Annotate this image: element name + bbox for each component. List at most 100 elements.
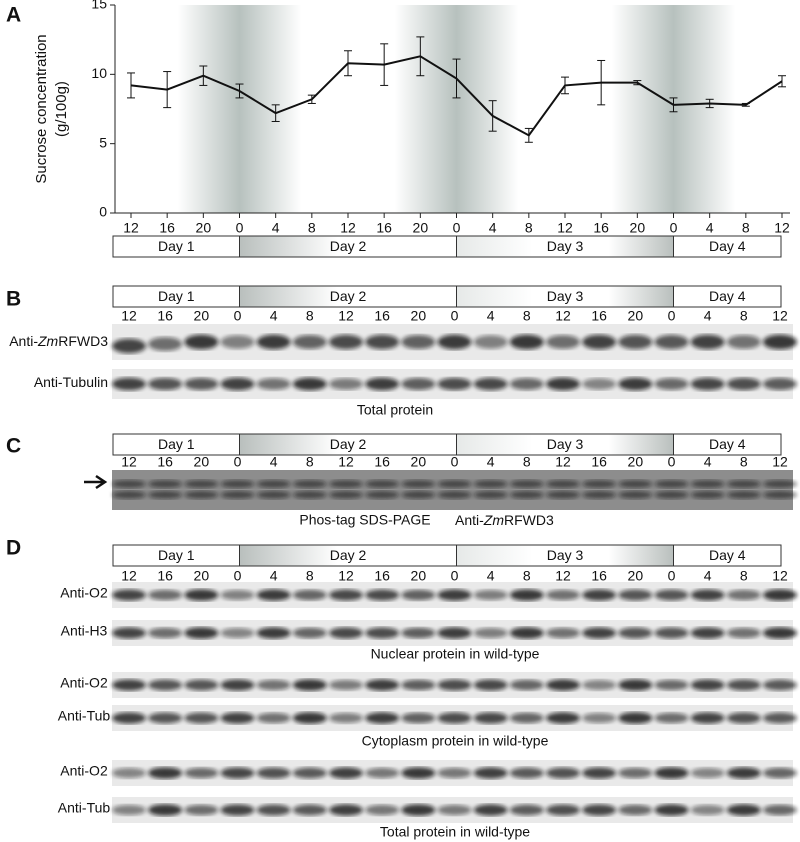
blot-band (437, 490, 472, 499)
blot-band (473, 589, 508, 601)
label-part: Anti- (455, 512, 484, 528)
blot-band (437, 627, 472, 639)
blot-band (401, 589, 436, 601)
blot-band (618, 377, 653, 391)
blot-strip (112, 705, 797, 731)
blot-band (618, 480, 653, 488)
blot-band (184, 589, 219, 601)
blot-band (509, 589, 544, 601)
lane-label: 8 (740, 568, 748, 584)
lane-label: 8 (306, 454, 314, 470)
lane-label: 16 (374, 454, 390, 470)
blot-band (546, 490, 580, 499)
error-bar (669, 97, 678, 113)
blot-band (184, 377, 219, 391)
blot-band (690, 712, 725, 724)
blot-band (690, 679, 725, 691)
lane-label: 0 (668, 454, 676, 470)
row-label: Anti-ZmRFWD3 (455, 512, 554, 528)
blot-band (437, 712, 472, 724)
x-tick-label: 4 (489, 220, 497, 236)
blot-band (220, 480, 255, 488)
error-bar (307, 94, 316, 104)
lane-label: 8 (523, 454, 531, 470)
lane-label: 4 (270, 308, 278, 324)
night-shade (394, 5, 519, 213)
error-bar (597, 59, 606, 106)
blot-band (473, 480, 508, 488)
blot-band (726, 490, 761, 499)
blot-band (654, 767, 689, 779)
blot-band (582, 627, 617, 639)
lane-label: 20 (628, 454, 644, 470)
blot-band (112, 804, 146, 816)
lane-label: 12 (338, 568, 354, 584)
caption: Cytoplasm protein in wild-type (362, 733, 549, 749)
row-label: Anti-H3 (61, 623, 108, 639)
blot-band (618, 712, 653, 724)
blot-band (220, 490, 255, 499)
blot-band (509, 334, 544, 350)
blot-band (546, 712, 580, 724)
blot-background (112, 470, 793, 510)
day-label: Day 1 (158, 436, 195, 452)
x-tick-label: 12 (123, 220, 139, 236)
lane-label: 20 (628, 568, 644, 584)
error-bar (524, 127, 533, 143)
blot-band (437, 334, 472, 350)
blot-band (292, 377, 327, 391)
blot-band (256, 490, 291, 499)
lane-label: 4 (270, 568, 278, 584)
blot-band (618, 627, 653, 639)
y-tick-label: 15 (91, 0, 107, 12)
day-label: Day 2 (330, 547, 367, 563)
lane-label: 0 (451, 568, 459, 584)
lane-label: 12 (555, 308, 571, 324)
blot-band (148, 377, 183, 391)
blot-band (329, 804, 363, 816)
blot-strip (112, 369, 797, 399)
blot-band (763, 627, 797, 639)
panel-letter: A (6, 4, 21, 27)
blot-band (473, 335, 508, 349)
blot-band (292, 490, 327, 499)
blot-band (582, 589, 617, 601)
lane-label: 20 (194, 568, 210, 584)
panel-letter: C (6, 435, 21, 458)
blot-strip (112, 324, 797, 360)
blot-band (292, 589, 327, 601)
blot-band (654, 334, 689, 350)
blot-band (184, 490, 219, 499)
blot-band (763, 767, 797, 779)
x-tick-label: 8 (308, 220, 316, 236)
blot-band (112, 480, 146, 488)
lane-label: 12 (338, 308, 354, 324)
lane-label: 0 (234, 308, 242, 324)
day-label: Day 2 (330, 436, 367, 452)
blot-band (256, 804, 291, 816)
lane-label: 20 (411, 308, 427, 324)
lane-label: 20 (411, 568, 427, 584)
lane-label: 0 (668, 308, 676, 324)
blot-band (329, 767, 363, 779)
blot-band (329, 378, 363, 390)
blot-band (184, 627, 219, 639)
error-bar (344, 50, 352, 77)
blot-band (220, 712, 255, 724)
blot-band (726, 804, 761, 816)
blot-band (401, 490, 436, 499)
lane-label: 12 (121, 568, 137, 584)
day-label: Day 4 (709, 238, 746, 254)
blot-band (690, 767, 725, 779)
error-bar (561, 76, 569, 95)
blot-band (763, 490, 797, 499)
day-label: Day 2 (330, 238, 367, 254)
blot-band (256, 712, 291, 724)
x-tick-label: 20 (196, 220, 212, 236)
blot-band (148, 589, 183, 601)
lane-label: 0 (451, 454, 459, 470)
error-bar (633, 80, 642, 86)
x-tick-label: 20 (413, 220, 429, 236)
blot-band (473, 377, 508, 391)
